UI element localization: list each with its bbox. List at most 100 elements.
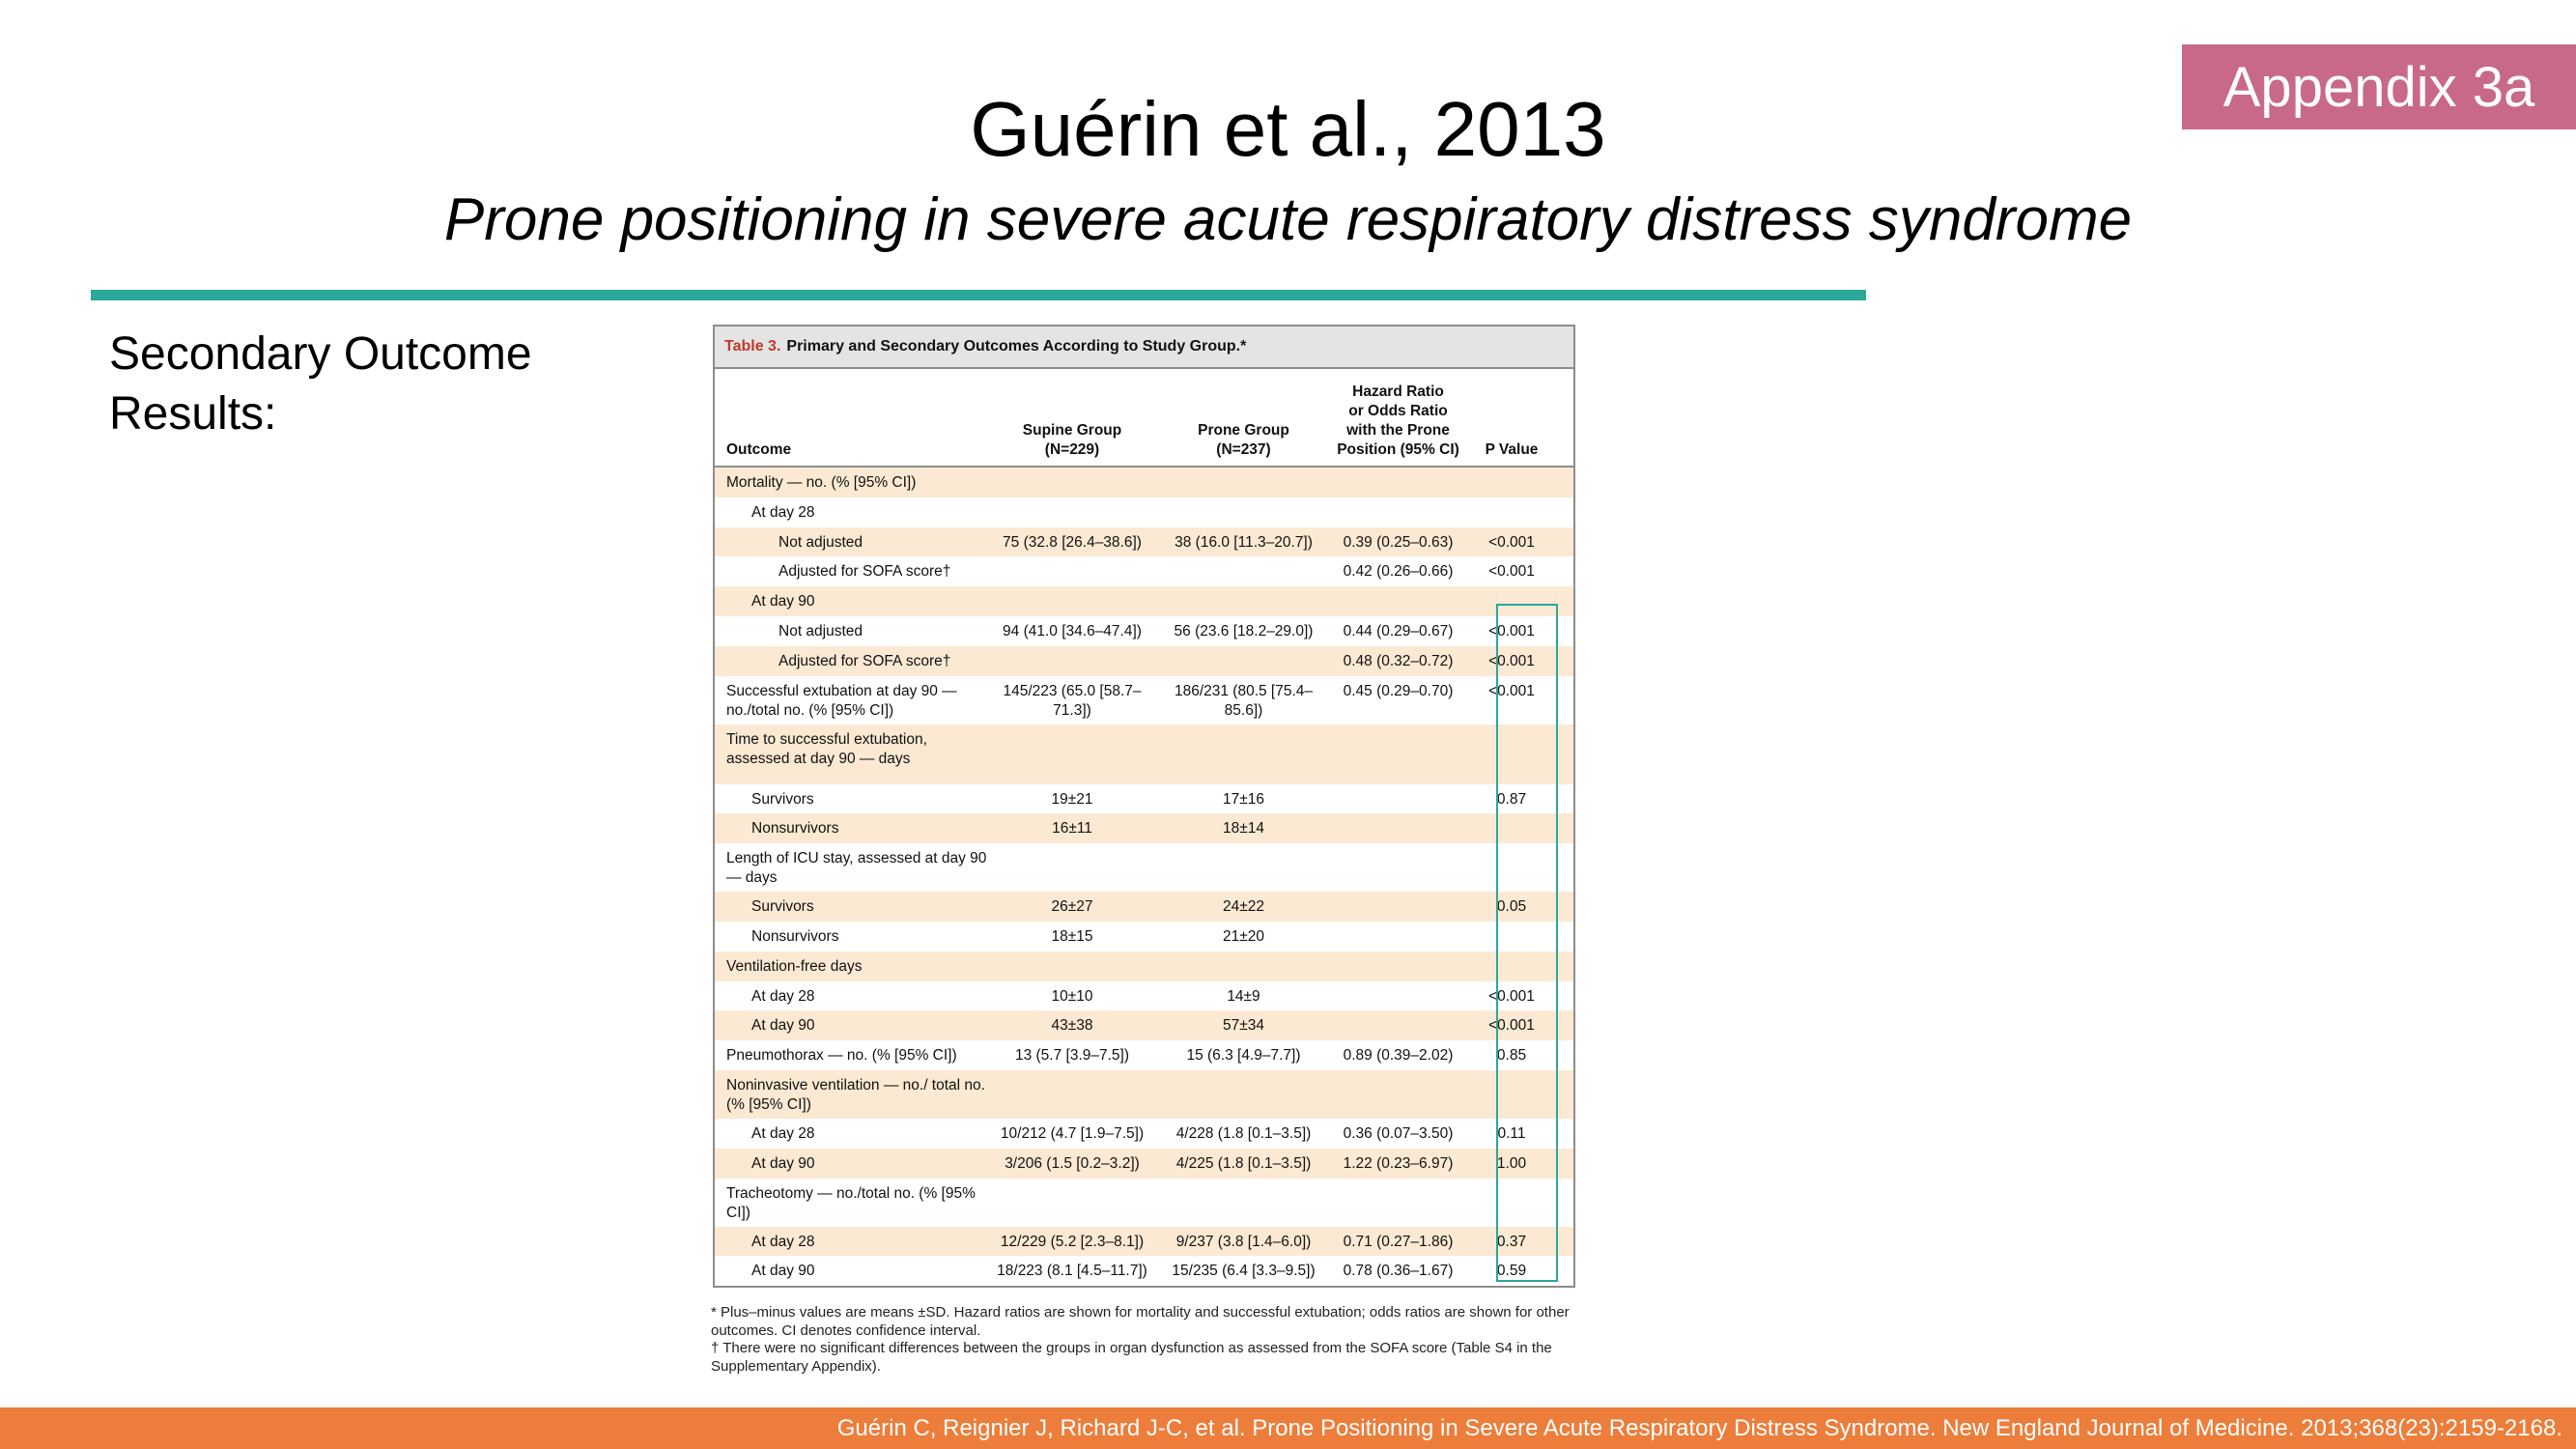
table-row: Tracheotomy — no./total no. (% [95% CI]) [715,1179,1573,1227]
row-label: Time to successful extubation, assessed … [726,730,927,767]
cell-supine: 94 (41.0 [34.6–47.4]) [1003,622,1142,639]
table-row: At day 90 3/206 (1.5 [0.2–3.2]) 4/225 (1.8… [715,1148,1573,1179]
cell-ratio: 0.39 (0.25–0.63) [1343,533,1454,551]
row-label: Noninvasive ventilation — no./ total no.… [726,1076,985,1113]
slide-title: Guérin et al., 2013 [970,86,1606,172]
table-row: Successful extubation at day 90 — no./to… [715,676,1573,724]
row-label: Ventilation-free days [726,957,863,975]
cell-supine: 10/212 (4.7 [1.9–7.5]) [1000,1124,1145,1142]
table-row: Length of ICU stay, assessed at day 90 —… [715,843,1573,892]
table-row: Not adjusted 75 (32.8 [26.4–38.6]) 38 (16.… [715,526,1573,557]
table-row: At day 28 10±10 14±9 <0.001 [715,981,1573,1011]
cell-supine: 16±11 [1052,820,1092,838]
cell-p-value: <0.001 [1488,682,1535,699]
cell-supine: 18±15 [1051,927,1093,945]
row-label: At day 90 [751,1154,815,1172]
row-label: Length of ICU stay, assessed at day 90 —… [726,850,987,887]
table-row: At day 28 12/229 (5.2 [2.3–8.1]) 9/237 (3.… [715,1226,1573,1257]
table-header: Outcome Supine Group (N=229) Prone Group… [715,369,1573,468]
cell-supine: 18/223 (8.1 [4.5–11.7]) [997,1263,1147,1280]
row-label: Adjusted for SOFA score† [778,652,951,669]
cell-prone: 17±16 [1223,790,1264,808]
slide-subtitle: Prone positioning in severe acute respir… [443,186,2133,253]
cell-prone: 57±34 [1223,1017,1264,1035]
cell-prone: 18±14 [1223,820,1264,838]
row-label: At day 90 [751,1017,815,1035]
header-ratio: Hazard Ratio or Odds Ratio with the Pron… [1337,384,1459,458]
table-row: Survivors 19±21 17±16 0.87 [715,784,1573,814]
cell-ratio: 0.71 (0.27–1.86) [1343,1233,1454,1250]
title-divider [91,290,1866,300]
cell-ratio: 0.89 (0.39–2.02) [1343,1047,1454,1065]
table-row: Not adjusted 94 (41.0 [34.6–47.4]) 56 (23.… [715,616,1573,646]
table-row: Nonsurvivors 16±11 18±14 [715,813,1573,844]
cell-ratio: 0.48 (0.32–0.72) [1343,652,1454,669]
cell-prone: 9/237 (3.8 [1.4–6.0]) [1175,1233,1312,1250]
table-body: Mortality — no. (% [95% CI]) At day 28 Not… [715,468,1573,1286]
header-supine: Supine Group (N=229) [1022,422,1122,458]
table-row: Adjusted for SOFA score† 0.48 (0.32–0.72)… [715,645,1573,676]
row-label: Nonsurvivors [751,820,839,838]
cell-ratio: 0.78 (0.36–1.67) [1343,1263,1454,1280]
cell-prone: 14±9 [1227,987,1260,1005]
row-label: Survivors [751,790,814,808]
cell-p-value: 0.87 [1496,790,1527,808]
cell-p-value: 0.05 [1496,898,1527,916]
cell-supine: 10±10 [1051,987,1093,1005]
table-row: At day 90 43±38 57±34 <0.001 [715,1010,1573,1041]
row-label: At day 28 [751,503,815,521]
cell-supine: 19±21 [1051,790,1093,808]
table-row: Time to successful extubation, assessed … [715,724,1573,784]
table-number: Table 3. [724,338,781,355]
table-footnotes: * Plus–minus values are means ±SD. Hazar… [711,1304,1577,1376]
cell-prone: 24±22 [1223,898,1264,916]
cell-p-value: <0.001 [1488,652,1535,669]
row-label: At day 28 [751,1233,815,1250]
table-row: Adjusted for SOFA score† 0.42 (0.26–0.66)… [715,556,1573,586]
cell-supine: 12/229 (5.2 [2.3–8.1]) [1000,1233,1145,1250]
cell-prone: 186/231 (80.5 [75.4–85.6]) [1174,682,1314,719]
cell-ratio: 1.22 (0.23–6.97) [1343,1154,1454,1172]
cell-p-value: 0.85 [1496,1047,1527,1065]
cell-p-value: <0.001 [1488,533,1535,551]
table-row: At day 90 18/223 (8.1 [4.5–11.7]) 15/235 (… [715,1256,1573,1286]
side-label-line-1: Secondary Outcome [109,328,532,380]
cell-p-value: 0.59 [1496,1263,1527,1280]
row-label: Not adjusted [778,533,863,551]
footnote-2: † There were no significant differences … [711,1340,1552,1375]
outcomes-table: Table 3. Primary and Secondary Outcomes … [713,325,1575,1289]
cell-ratio: 0.42 (0.26–0.66) [1343,563,1454,581]
row-label: At day 28 [751,987,815,1005]
cell-supine: 75 (32.8 [26.4–38.6]) [1003,533,1142,551]
row-label: Adjusted for SOFA score† [778,563,951,581]
cell-prone: 15/235 (6.4 [3.3–9.5]) [1172,1263,1316,1280]
cell-p-value: 0.11 [1497,1124,1526,1142]
cell-p-value: <0.001 [1488,1017,1535,1035]
cell-p-value: 1.00 [1496,1154,1527,1172]
header-p-value: P Value [1485,441,1539,458]
appendix-badge: Appendix 3a [2182,44,2576,129]
row-label: Nonsurvivors [751,927,839,945]
cell-ratio: 0.45 (0.29–0.70) [1343,682,1454,699]
cell-supine: 43±38 [1051,1017,1093,1035]
cell-ratio: 0.44 (0.29–0.67) [1343,622,1454,639]
cell-prone: 4/228 (1.8 [0.1–3.5]) [1175,1124,1312,1142]
row-label: Mortality — no. (% [95% CI]) [726,474,917,491]
table-row: Survivors 26±27 24±22 0.05 [715,892,1573,922]
cell-supine: 145/223 (65.0 [58.7–71.3]) [1003,682,1142,719]
cell-prone: 38 (16.0 [11.3–20.7]) [1175,533,1313,551]
side-label-line-2: Results: [109,388,277,440]
table-caption-text: Primary and Secondary Outcomes According… [786,338,1247,355]
row-label: At day 28 [751,1124,815,1142]
table-caption: Table 3. Primary and Secondary Outcomes … [715,327,1573,369]
row-label: Tracheotomy — no./total no. (% [95% CI]) [726,1184,976,1221]
cell-supine: 13 (5.7 [3.9–7.5]) [1014,1047,1130,1065]
table-row: Nonsurvivors 18±15 21±20 [715,922,1573,952]
cell-prone: 21±20 [1223,927,1264,945]
cell-ratio: 0.36 (0.07–3.50) [1343,1124,1454,1142]
table-row: At day 90 [715,586,1573,616]
row-label: Not adjusted [778,622,863,639]
header-outcome: Outcome [726,441,792,458]
cell-prone: 4/225 (1.8 [0.1–3.5]) [1175,1154,1312,1172]
cell-p-value: <0.001 [1488,563,1535,581]
